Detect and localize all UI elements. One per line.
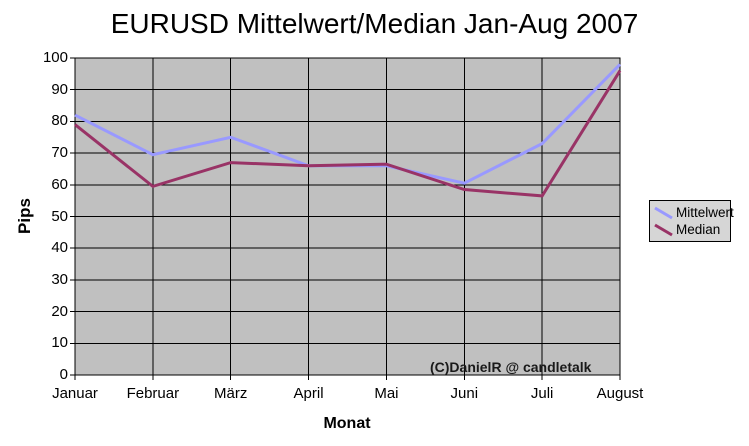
x-tick-label: Februar (126, 385, 180, 402)
legend: Mittelwert Median (649, 200, 734, 242)
legend-label-median: Median (676, 222, 721, 237)
y-tick-label: 80 (51, 112, 68, 130)
legend-item-mittelwert: Mittelwert (653, 204, 734, 221)
x-tick-label: Mai (374, 385, 399, 402)
x-tick-label: Juli (530, 385, 554, 402)
legend-item-median: Median (653, 221, 728, 238)
y-tick-label: 20 (51, 302, 68, 320)
y-tick-label: 10 (51, 334, 68, 352)
chart-title: EURUSD Mittelwert/Median Jan-Aug 2007 (110, 8, 639, 39)
watermark: (C)DanielR @ candletalk (430, 359, 592, 375)
plot-border (74, 57, 621, 376)
y-tick-label: 30 (51, 270, 68, 288)
y-tick-label: 40 (51, 239, 68, 257)
x-tick-label: August (596, 385, 644, 402)
legend-label-mittelwert: Mittelwert (676, 205, 734, 220)
y-tick-label: 90 (51, 80, 68, 98)
x-axis-title: Monat (323, 415, 371, 432)
y-tick-label: 50 (51, 207, 68, 225)
y-tick-label: 60 (51, 175, 68, 193)
x-tick-label: März (214, 385, 248, 402)
x-tick-label: April (293, 385, 324, 402)
y-tick-label: 70 (51, 144, 68, 162)
y-tick-label: 100 (42, 49, 68, 66)
median-line-sample (654, 223, 673, 236)
series-line-median (74, 69, 622, 198)
x-tick-label: Januar (52, 385, 98, 402)
x-tick-label: Juni (450, 385, 479, 402)
mittelwert-line-sample (654, 206, 673, 219)
y-tick-label: 0 (59, 366, 68, 383)
